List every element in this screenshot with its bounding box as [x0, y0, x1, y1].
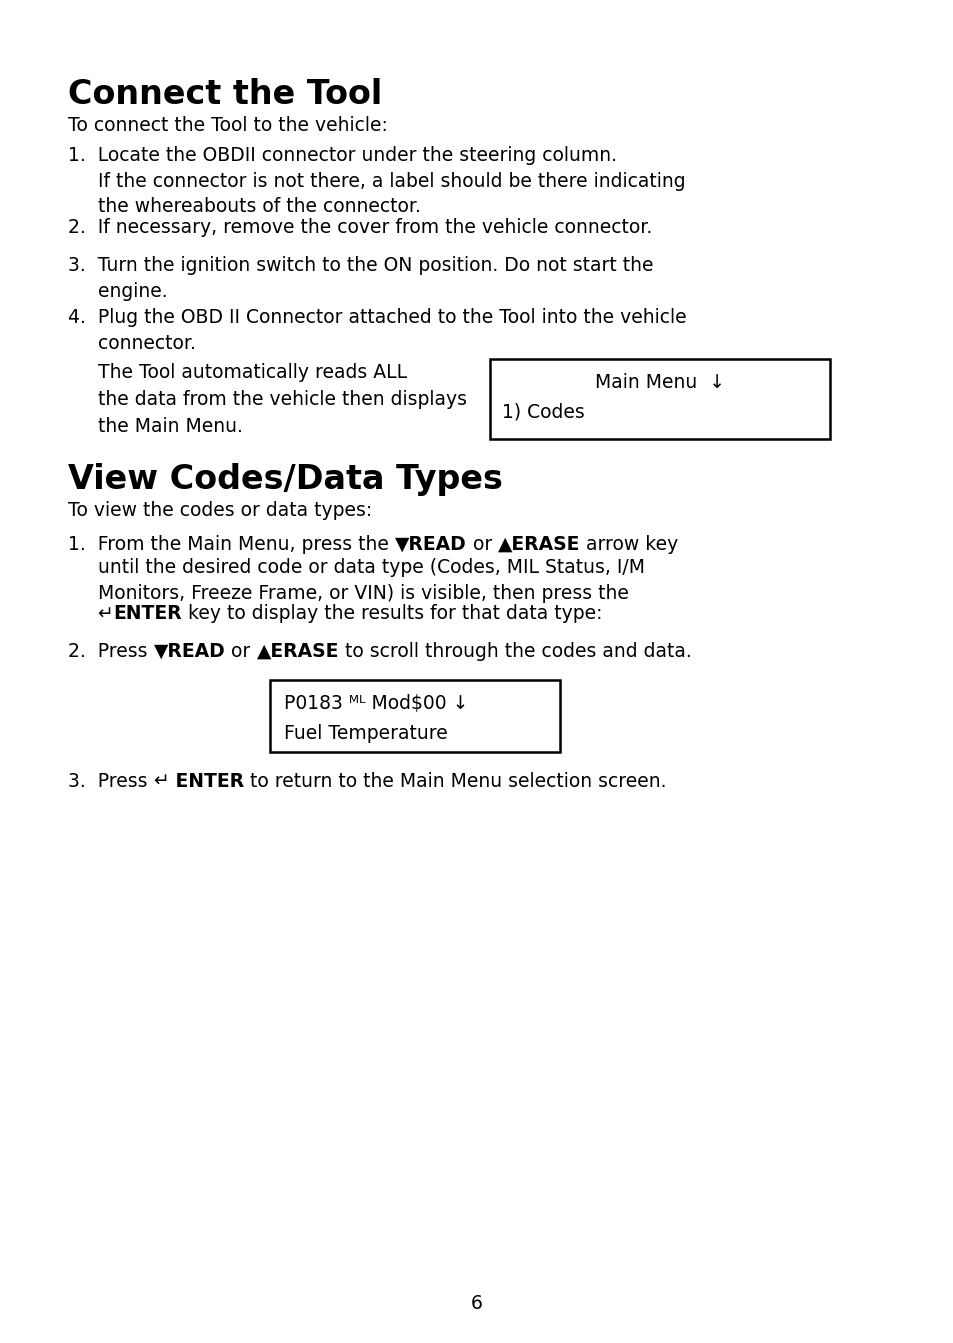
- Text: To view the codes or data types:: To view the codes or data types:: [68, 501, 372, 520]
- Text: 2.  If necessary, remove the cover from the vehicle connector.: 2. If necessary, remove the cover from t…: [68, 218, 652, 236]
- Text: ↵: ↵: [153, 772, 169, 791]
- Text: 4.  Plug the OBD II Connector attached to the Tool into the vehicle
     connect: 4. Plug the OBD II Connector attached to…: [68, 308, 686, 353]
- Text: Connect the Tool: Connect the Tool: [68, 78, 382, 111]
- Bar: [490, 359, 829, 439]
- Text: 2.  Press: 2. Press: [68, 642, 153, 661]
- Text: 1) Codes: 1) Codes: [501, 403, 584, 422]
- Text: P0183 ᴹᴸ Mod$00 ↓: P0183 ᴹᴸ Mod$00 ↓: [284, 694, 468, 713]
- Text: to return to the Main Menu selection screen.: to return to the Main Menu selection scr…: [244, 772, 666, 791]
- Text: or: or: [466, 535, 497, 555]
- Text: The Tool automatically reads ALL
the data from the vehicle then displays
the Mai: The Tool automatically reads ALL the dat…: [98, 363, 467, 436]
- Text: or: or: [225, 642, 256, 661]
- Text: View Codes/Data Types: View Codes/Data Types: [68, 463, 502, 496]
- Text: 1.  From the Main Menu, press the: 1. From the Main Menu, press the: [68, 535, 395, 555]
- Text: ↵: ↵: [68, 604, 113, 623]
- Text: ▼READ: ▼READ: [153, 642, 225, 661]
- Text: ENTER: ENTER: [113, 604, 182, 623]
- Text: 6: 6: [471, 1295, 482, 1313]
- Text: to scroll through the codes and data.: to scroll through the codes and data.: [338, 642, 691, 661]
- Text: until the desired code or data type (Codes, MIL Status, I/M
     Monitors, Freez: until the desired code or data type (Cod…: [68, 557, 644, 603]
- Text: 1.  Locate the OBDII connector under the steering column.
     If the connector : 1. Locate the OBDII connector under the …: [68, 146, 685, 216]
- Text: 3.  Press: 3. Press: [68, 772, 153, 791]
- Text: ENTER: ENTER: [169, 772, 244, 791]
- Text: Fuel Temperature: Fuel Temperature: [284, 724, 447, 743]
- Text: key to display the results for that data type:: key to display the results for that data…: [182, 604, 602, 623]
- Text: ▲ERASE: ▲ERASE: [497, 535, 579, 555]
- Text: To connect the Tool to the vehicle:: To connect the Tool to the vehicle:: [68, 115, 388, 136]
- Text: ▼READ: ▼READ: [395, 535, 466, 555]
- Text: arrow key: arrow key: [579, 535, 678, 555]
- Text: Main Menu  ↓: Main Menu ↓: [595, 373, 724, 392]
- Bar: [270, 680, 559, 752]
- Text: ▲ERASE: ▲ERASE: [256, 642, 338, 661]
- Text: 3.  Turn the ignition switch to the ON position. Do not start the
     engine.: 3. Turn the ignition switch to the ON po…: [68, 257, 653, 301]
